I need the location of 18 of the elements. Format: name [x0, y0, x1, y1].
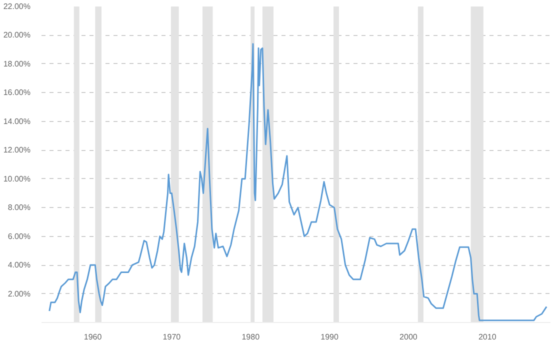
y-tick-label: 14.00% [3, 116, 31, 126]
y-tick-label: 18.00% [3, 59, 31, 68]
x-tick-label: 1980 [242, 332, 260, 342]
x-tick-label: 2010 [478, 332, 497, 342]
y-tick-label: 4.00% [8, 260, 31, 270]
y-tick-label: 12.00% [3, 146, 31, 155]
y-tick-label: 8.00% [8, 203, 31, 212]
y-tick-label: 10.00% [3, 174, 31, 184]
x-tick-label: 2000 [400, 332, 418, 342]
y-tick-label: 22.00% [3, 2, 31, 11]
y-tick-label: 6.00% [8, 232, 31, 241]
x-tick-label: 1990 [320, 332, 339, 342]
y-tick-label: 16.00% [3, 88, 31, 98]
x-tick-label: 1960 [84, 332, 102, 342]
y-tick-label: 20.00% [3, 30, 31, 40]
line-series [48, 43, 548, 322]
x-tick-label: 1970 [162, 332, 182, 342]
y-tick-label: 2.00% [8, 289, 31, 298]
